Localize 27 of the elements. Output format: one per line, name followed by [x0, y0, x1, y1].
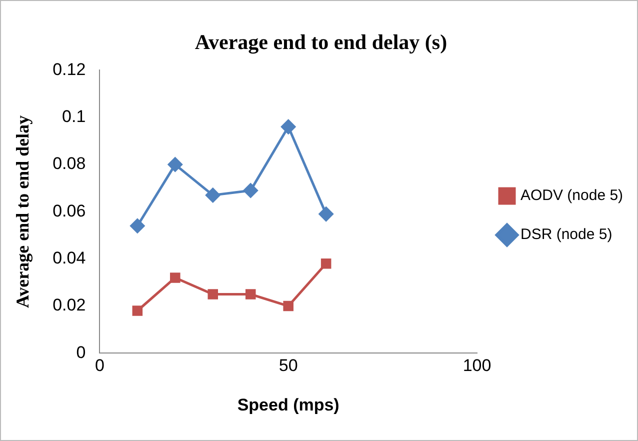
- point: [320, 258, 332, 269]
- y-axis-title: Average end to end delay: [12, 115, 32, 308]
- point: [168, 157, 182, 172]
- y-tick-label: 0: [76, 342, 86, 362]
- point: [245, 289, 256, 300]
- x-tick-label: 100: [462, 356, 492, 376]
- x-axis-title: Speed (mps): [237, 395, 340, 414]
- point: [243, 183, 258, 198]
- point: [318, 206, 334, 222]
- y-tick-label: 0.1: [62, 107, 86, 126]
- y-tick-label: 0.08: [52, 154, 86, 174]
- point: [208, 289, 218, 300]
- legend-label: DSR (node 5): [520, 226, 612, 244]
- point: [170, 272, 180, 283]
- point: [206, 188, 220, 202]
- point: [132, 306, 143, 316]
- x-tick-label: 0: [94, 356, 104, 376]
- point: [283, 300, 294, 312]
- point: [130, 218, 145, 234]
- y-tick-label: 0.12: [52, 60, 86, 79]
- y-tick-label: 0.02: [52, 296, 86, 315]
- x-tick-label: 50: [278, 356, 298, 376]
- point: [281, 120, 296, 134]
- chart-title: Average end to end delay (s): [194, 30, 448, 54]
- y-tick-label: 0.06: [52, 201, 86, 220]
- legend-label: AODV (node 5): [520, 187, 624, 204]
- y-tick-label: 0.04: [52, 248, 86, 268]
